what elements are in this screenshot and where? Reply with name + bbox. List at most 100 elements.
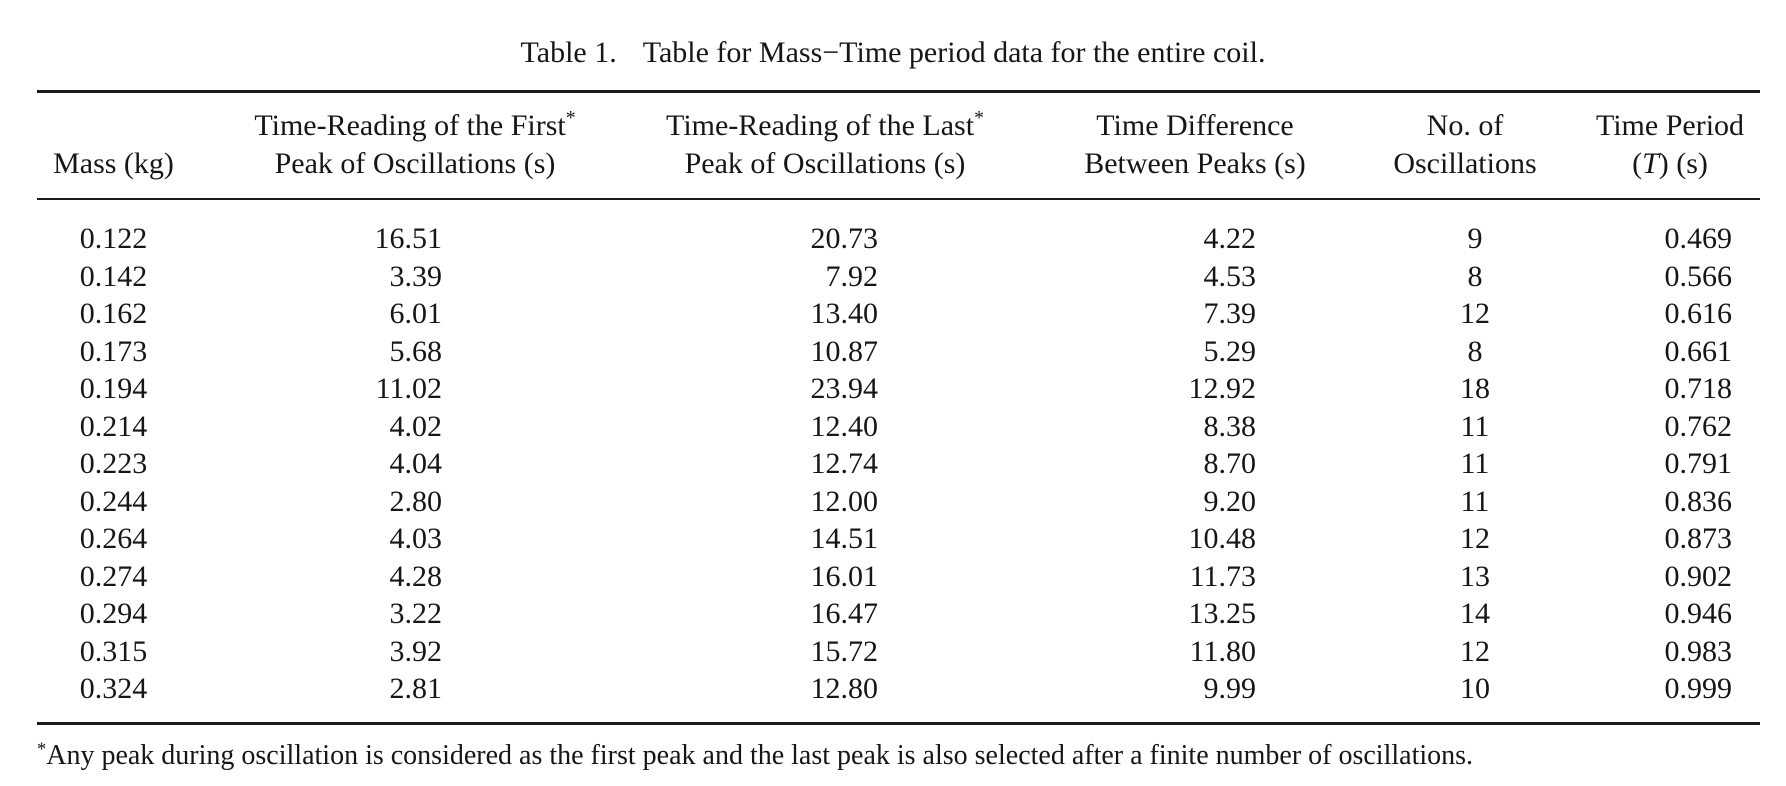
cell-num-oscillations: 11 bbox=[1460, 484, 1490, 518]
table-caption-label: Table 1. bbox=[520, 36, 617, 69]
cell-time-difference: 5.29 bbox=[1203, 334, 1257, 368]
table-row: 0.294 3.22 16.47 13.25 14 0.946 bbox=[37, 595, 1760, 633]
asterisk-superscript: * bbox=[565, 107, 576, 130]
cell-time-difference: 11.80 bbox=[1189, 634, 1256, 668]
cell-num-oscillations: 18 bbox=[1460, 372, 1490, 405]
header-line: Time-Reading of the First* bbox=[254, 107, 576, 142]
table-row: 0.142 3.39 7.92 4.53 8 0.566 bbox=[37, 258, 1760, 296]
cell-first-peak-time: 11.02 bbox=[375, 372, 442, 405]
table-caption-text: Table for Mass−Time period data for the … bbox=[642, 36, 1266, 69]
cell-first-peak-time: 6.01 bbox=[389, 297, 443, 330]
table-caption: Table 1. Table for Mass−Time period data … bbox=[0, 0, 1786, 72]
cell-num-oscillations: 8 bbox=[1467, 259, 1483, 293]
table-row: 0.214 4.02 12.40 8.38 11 0.762 bbox=[37, 408, 1760, 446]
header-line: Oscillations bbox=[1393, 147, 1537, 180]
cell-time-difference: 13.25 bbox=[1188, 597, 1257, 630]
cell-mass: 0.324 bbox=[79, 672, 148, 705]
cell-time-period: 0.762 bbox=[1664, 409, 1733, 443]
cell-last-peak-time: 12.00 bbox=[810, 484, 879, 518]
cell-time-period: 0.791 bbox=[1664, 447, 1733, 480]
cell-last-peak-time: 20.73 bbox=[810, 222, 879, 255]
cell-time-difference: 7.39 bbox=[1203, 297, 1257, 330]
cell-time-period: 0.616 bbox=[1664, 297, 1733, 330]
cell-num-oscillations: 8 bbox=[1467, 334, 1483, 368]
cell-last-peak-time: 10.87 bbox=[810, 334, 879, 368]
cell-num-oscillations: 11 bbox=[1460, 409, 1490, 443]
cell-first-peak-time: 3.39 bbox=[389, 259, 443, 293]
table-row: 0.274 4.28 16.01 11.73 13 0.902 bbox=[37, 558, 1760, 596]
footnote-marker: * bbox=[37, 738, 47, 759]
cell-mass: 0.223 bbox=[79, 447, 148, 480]
table-row: 0.173 5.68 10.87 5.29 8 0.661 bbox=[37, 333, 1760, 371]
cell-first-peak-time: 4.02 bbox=[389, 409, 443, 443]
cell-mass: 0.122 bbox=[79, 222, 148, 255]
table-header: Mass (kg) Time-Reading of the First* Pea… bbox=[37, 91, 1760, 200]
header-line: Peak of Oscillations (s) bbox=[684, 147, 966, 180]
cell-time-difference: 8.38 bbox=[1203, 409, 1257, 443]
cell-num-oscillations: 14 bbox=[1460, 597, 1490, 630]
cell-last-peak-time: 12.80 bbox=[810, 672, 879, 705]
cell-mass: 0.294 bbox=[79, 597, 148, 630]
header-line: (T) (s) bbox=[1632, 147, 1708, 180]
header-line: Time Period bbox=[1595, 109, 1745, 142]
cell-first-peak-time: 2.81 bbox=[389, 672, 443, 705]
cell-num-oscillations: 13 bbox=[1460, 559, 1490, 593]
cell-last-peak-time: 12.74 bbox=[810, 447, 879, 480]
cell-first-peak-time: 4.03 bbox=[389, 522, 443, 555]
cell-last-peak-time: 14.51 bbox=[810, 522, 879, 555]
cell-time-period: 0.902 bbox=[1664, 559, 1733, 593]
cell-time-difference: 9.20 bbox=[1203, 484, 1257, 518]
cell-last-peak-time: 15.72 bbox=[810, 634, 879, 668]
mass-time-period-table: Mass (kg) Time-Reading of the First* Pea… bbox=[37, 90, 1760, 725]
cell-last-peak-time: 7.92 bbox=[825, 259, 879, 293]
cell-mass: 0.142 bbox=[79, 259, 148, 293]
cell-time-period: 0.836 bbox=[1664, 484, 1733, 518]
cell-time-difference: 11.73 bbox=[1189, 559, 1256, 593]
cell-first-peak-time: 5.68 bbox=[389, 334, 443, 368]
cell-time-period: 0.469 bbox=[1664, 222, 1733, 255]
header-line: Between Peaks (s) bbox=[1084, 147, 1306, 180]
cell-time-difference: 4.53 bbox=[1203, 259, 1257, 293]
cell-num-oscillations: 12 bbox=[1460, 297, 1490, 330]
cell-last-peak-time: 12.40 bbox=[810, 409, 879, 443]
cell-mass: 0.194 bbox=[79, 372, 148, 405]
header-line: Peak of Oscillations (s) bbox=[274, 147, 556, 180]
cell-num-oscillations: 11 bbox=[1460, 447, 1490, 480]
table-row: 0.122 16.51 20.73 4.22 9 0.469 bbox=[37, 199, 1760, 258]
asterisk-superscript: * bbox=[974, 107, 984, 130]
table-body: 0.122 16.51 20.73 4.22 9 0.469 0.142 3.39 7.92 4.… bbox=[37, 199, 1760, 723]
cell-last-peak-time: 16.01 bbox=[810, 559, 879, 593]
cell-time-period: 0.946 bbox=[1664, 597, 1733, 630]
table-row: 0.223 4.04 12.74 8.70 11 0.791 bbox=[37, 445, 1760, 483]
cell-last-peak-time: 13.40 bbox=[810, 297, 879, 330]
cell-mass: 0.173 bbox=[79, 334, 148, 368]
column-header-first-peak-time: Time-Reading of the First* Peak of Oscil… bbox=[190, 91, 610, 200]
footnote-text: Any peak during oscillation is considere… bbox=[46, 739, 1474, 771]
cell-num-oscillations: 9 bbox=[1467, 222, 1483, 255]
cell-num-oscillations: 12 bbox=[1460, 634, 1490, 668]
table-row: 0.194 11.02 23.94 12.92 18 0.718 bbox=[37, 370, 1760, 408]
cell-time-difference: 10.48 bbox=[1188, 522, 1257, 555]
cell-time-period: 0.999 bbox=[1664, 672, 1733, 705]
header-line: Time-Reading of the Last* bbox=[666, 107, 984, 142]
cell-time-difference: 4.22 bbox=[1203, 222, 1257, 255]
table-row: 0.162 6.01 13.40 7.39 12 0.616 bbox=[37, 295, 1760, 333]
header-line: Time Difference bbox=[1096, 109, 1294, 142]
cell-mass: 0.315 bbox=[79, 634, 148, 668]
cell-time-difference: 12.92 bbox=[1188, 372, 1257, 405]
cell-mass: 0.274 bbox=[79, 559, 148, 593]
cell-num-oscillations: 10 bbox=[1460, 672, 1490, 705]
period-symbol: T bbox=[1642, 147, 1659, 180]
column-header-last-peak-time: Time-Reading of the Last* Peak of Oscill… bbox=[610, 91, 1040, 200]
cell-time-period: 0.566 bbox=[1664, 259, 1733, 293]
cell-first-peak-time: 4.28 bbox=[389, 559, 443, 593]
cell-mass: 0.162 bbox=[79, 297, 148, 330]
column-header-time-period: Time Period (T) (s) bbox=[1580, 91, 1760, 200]
table-row: 0.244 2.80 12.00 9.20 11 0.836 bbox=[37, 483, 1760, 521]
cell-time-period: 0.661 bbox=[1664, 334, 1733, 368]
cell-first-peak-time: 3.92 bbox=[389, 634, 443, 668]
cell-time-period: 0.983 bbox=[1664, 634, 1733, 668]
cell-first-peak-time: 4.04 bbox=[389, 447, 443, 480]
cell-time-period: 0.718 bbox=[1664, 372, 1733, 405]
